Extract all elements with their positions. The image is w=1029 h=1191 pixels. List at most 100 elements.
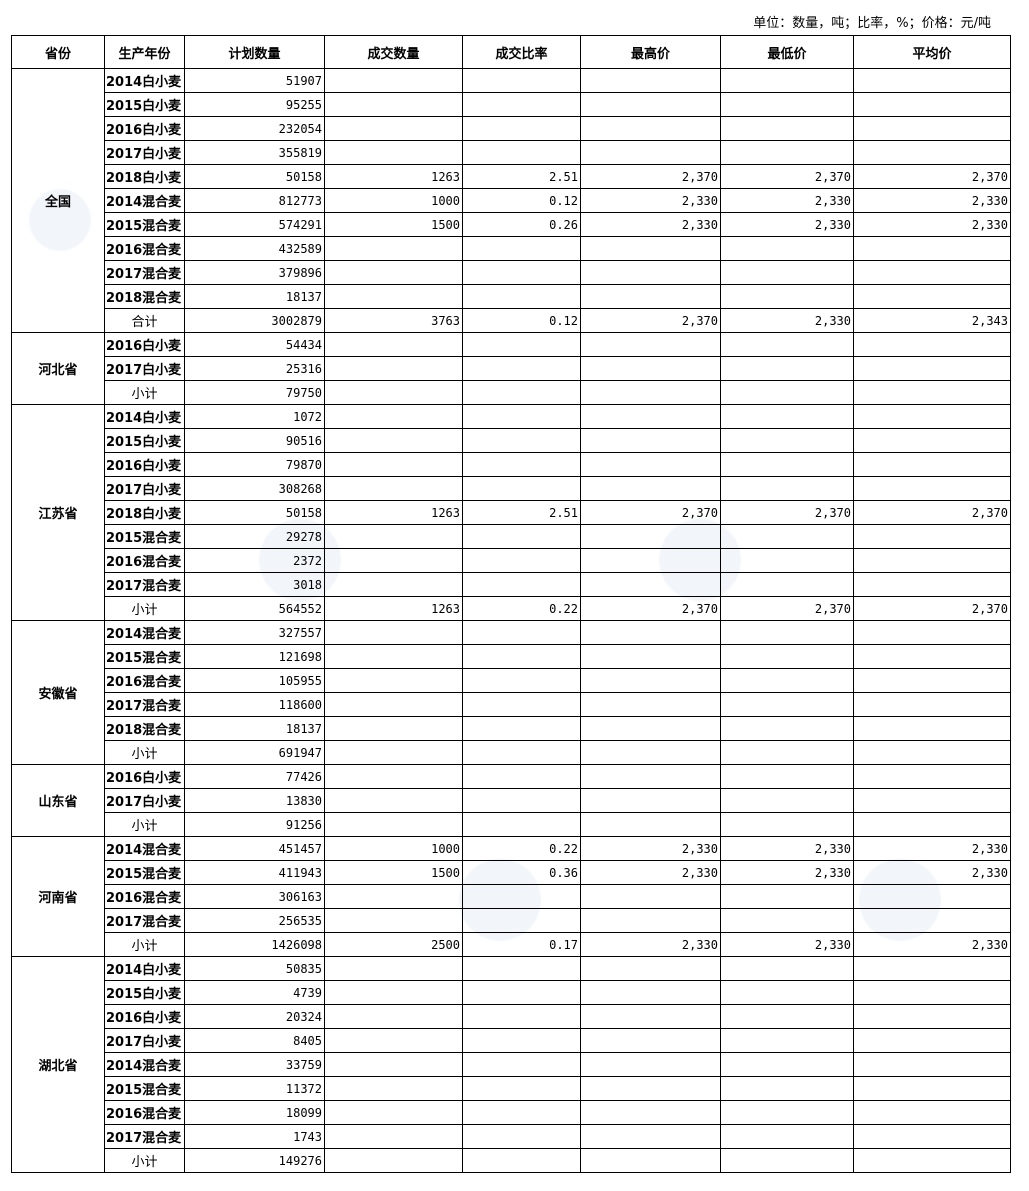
deal-rate-cell <box>462 1004 581 1029</box>
year-cell: 2015混合麦 <box>104 860 185 885</box>
table-row: 2017混合麦 1743 <box>12 1124 1011 1149</box>
table-row: 2016混合麦 306163 <box>12 884 1011 909</box>
deal-qty-cell <box>324 1076 463 1101</box>
table-row: 小计 691947 <box>12 740 1011 765</box>
deal-qty-cell <box>324 1004 463 1029</box>
planned-qty-cell: 379896 <box>184 260 325 285</box>
deal-qty-cell <box>324 92 463 117</box>
avg-price-cell <box>853 692 1011 717</box>
deal-rate-cell <box>462 1076 581 1101</box>
planned-qty-cell: 411943 <box>184 860 325 885</box>
table-row: 2016混合麦 2372 <box>12 548 1011 573</box>
deal-rate-cell <box>462 908 581 933</box>
deal-rate-cell <box>462 716 581 741</box>
deal-rate-cell: 2.51 <box>462 500 581 525</box>
year-cell: 2017白小麦 <box>104 788 185 813</box>
avg-price-cell <box>853 764 1011 789</box>
avg-price-cell: 2,330 <box>853 188 1011 213</box>
min-price-cell <box>720 812 854 837</box>
table-row: 河南省 2014混合麦 451457 1000 0.22 2,330 2,330 2,330 <box>11 836 1011 957</box>
min-price-cell <box>720 716 854 741</box>
deal-qty-cell <box>324 644 463 669</box>
max-price-cell <box>580 140 721 165</box>
min-price-cell <box>720 332 854 357</box>
min-price-cell <box>720 524 854 549</box>
deal-qty-cell <box>324 716 463 741</box>
avg-price-cell <box>853 1148 1011 1173</box>
avg-price-cell <box>853 428 1011 453</box>
min-price-cell <box>720 548 854 573</box>
planned-qty-cell: 1743 <box>184 1124 325 1149</box>
table-row: 湖北省 2014白小麦 50835 <box>11 956 1011 1173</box>
deal-rate-cell: 0.26 <box>462 212 581 237</box>
table-row: 小计 149276 <box>12 1148 1011 1173</box>
avg-price-cell <box>853 1004 1011 1029</box>
planned-qty-cell: 574291 <box>184 212 325 237</box>
avg-price-cell <box>853 788 1011 813</box>
deal-rate-cell: 0.12 <box>462 308 581 333</box>
year-cell: 2016混合麦 <box>104 884 185 909</box>
header-year: 生产年份 <box>104 35 185 69</box>
province-cell: 山东省 <box>11 764 105 837</box>
deal-rate-cell <box>462 1100 581 1125</box>
deal-rate-cell <box>462 644 581 669</box>
year-cell: 2014白小麦 <box>104 956 185 981</box>
year-cell: 2018白小麦 <box>104 164 185 189</box>
max-price-cell: 2,330 <box>580 860 721 885</box>
deal-qty-cell <box>324 1148 463 1173</box>
avg-price-cell <box>853 1052 1011 1077</box>
year-cell: 小计 <box>104 1148 185 1173</box>
min-price-cell <box>720 644 854 669</box>
min-price-cell <box>720 236 854 261</box>
max-price-cell <box>580 548 721 573</box>
planned-qty-cell: 1426098 <box>184 932 325 957</box>
deal-qty-cell <box>324 956 463 981</box>
deal-rate-cell <box>462 452 581 477</box>
table-row: 2015白小麦 95255 <box>12 92 1011 117</box>
max-price-cell <box>580 620 721 645</box>
max-price-cell <box>580 332 721 357</box>
avg-price-cell <box>853 884 1011 909</box>
deal-rate-cell <box>462 140 581 165</box>
year-cell: 2015混合麦 <box>104 524 185 549</box>
deal-qty-cell <box>324 140 463 165</box>
year-cell: 2016白小麦 <box>104 332 185 357</box>
avg-price-cell <box>853 1028 1011 1053</box>
deal-qty-cell: 1000 <box>324 188 463 213</box>
year-cell: 2018白小麦 <box>104 500 185 525</box>
planned-qty-cell: 3002879 <box>184 308 325 333</box>
min-price-cell: 2,330 <box>720 212 854 237</box>
min-price-cell <box>720 284 854 309</box>
table-row: 2018白小麦 50158 1263 2.51 2,370 2,370 2,370 <box>12 500 1011 525</box>
deal-qty-cell: 1500 <box>324 860 463 885</box>
max-price-cell <box>580 812 721 837</box>
table-row: 2015混合麦 121698 <box>12 644 1011 669</box>
deal-qty-cell <box>324 980 463 1005</box>
deal-rate-cell <box>462 812 581 837</box>
year-cell: 2018混合麦 <box>104 284 185 309</box>
deal-rate-cell <box>462 620 581 645</box>
planned-qty-cell: 812773 <box>184 188 325 213</box>
table-row: 2018混合麦 18137 <box>12 284 1011 309</box>
year-cell: 2017混合麦 <box>104 572 185 597</box>
year-cell: 小计 <box>104 380 185 405</box>
header-avg-price: 平均价 <box>853 35 1011 69</box>
deal-rate-cell <box>462 692 581 717</box>
avg-price-cell: 2,330 <box>853 932 1011 957</box>
min-price-cell <box>720 428 854 453</box>
max-price-cell: 2,370 <box>580 500 721 525</box>
planned-qty-cell: 327557 <box>184 620 325 645</box>
table-row: 2017混合麦 118600 <box>12 692 1011 717</box>
min-price-cell <box>720 356 854 381</box>
max-price-cell <box>580 1148 721 1173</box>
avg-price-cell <box>853 284 1011 309</box>
header-province: 省份 <box>11 35 105 69</box>
table-row: 合计 3002879 3763 0.12 2,370 2,330 2,343 <box>12 308 1011 333</box>
max-price-cell <box>580 980 721 1005</box>
max-price-cell <box>580 1076 721 1101</box>
avg-price-cell <box>853 380 1011 405</box>
deal-qty-cell <box>324 884 463 909</box>
min-price-cell <box>720 476 854 501</box>
min-price-cell <box>720 1028 854 1053</box>
table-row: 2015混合麦 411943 1500 0.36 2,330 2,330 2,330 <box>12 860 1011 885</box>
